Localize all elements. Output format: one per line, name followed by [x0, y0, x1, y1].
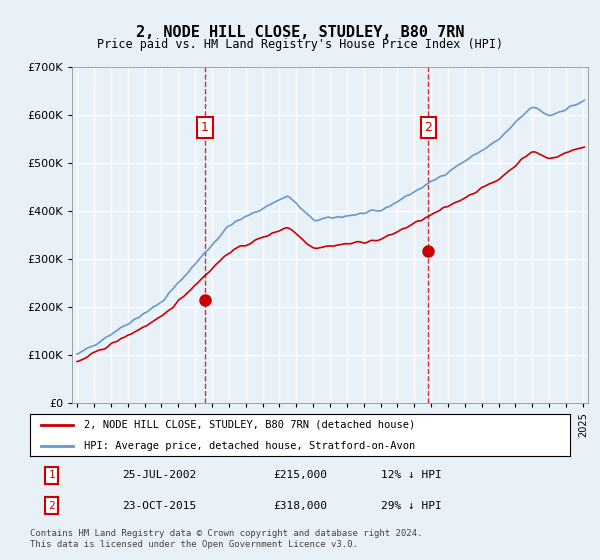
Text: 1: 1	[48, 470, 55, 480]
Text: 12% ↓ HPI: 12% ↓ HPI	[381, 470, 442, 480]
Text: Contains HM Land Registry data © Crown copyright and database right 2024.: Contains HM Land Registry data © Crown c…	[30, 529, 422, 538]
Text: 2, NODE HILL CLOSE, STUDLEY, B80 7RN (detached house): 2, NODE HILL CLOSE, STUDLEY, B80 7RN (de…	[84, 420, 415, 430]
Text: £318,000: £318,000	[273, 501, 327, 511]
Text: 23-OCT-2015: 23-OCT-2015	[122, 501, 196, 511]
Text: 25-JUL-2002: 25-JUL-2002	[122, 470, 196, 480]
Text: 2, NODE HILL CLOSE, STUDLEY, B80 7RN: 2, NODE HILL CLOSE, STUDLEY, B80 7RN	[136, 25, 464, 40]
Text: 2: 2	[48, 501, 55, 511]
Text: 29% ↓ HPI: 29% ↓ HPI	[381, 501, 442, 511]
Text: 1: 1	[201, 121, 209, 134]
Text: Price paid vs. HM Land Registry's House Price Index (HPI): Price paid vs. HM Land Registry's House …	[97, 38, 503, 50]
Text: HPI: Average price, detached house, Stratford-on-Avon: HPI: Average price, detached house, Stra…	[84, 441, 415, 451]
Text: 2: 2	[424, 121, 433, 134]
Text: This data is licensed under the Open Government Licence v3.0.: This data is licensed under the Open Gov…	[30, 540, 358, 549]
Text: £215,000: £215,000	[273, 470, 327, 480]
